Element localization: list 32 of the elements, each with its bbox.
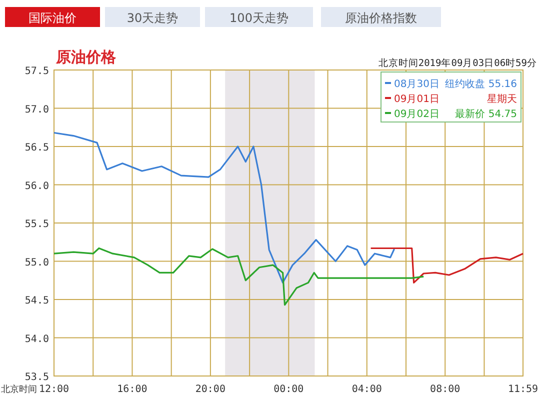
annotation: 纽约收盘 55.16 <box>445 78 517 90</box>
chart-title: 原油价格 <box>55 48 117 66</box>
x-tick-label: 12:00 <box>38 384 70 395</box>
annotation: 最新价 54.75 <box>455 108 517 120</box>
line-series <box>53 247 424 306</box>
legend-label: 09月02日 <box>394 109 440 120</box>
tab-button: 30天走势 <box>105 7 200 27</box>
x-tick-label: 11:59 <box>508 384 538 395</box>
tab-button: 国际油价 <box>5 7 100 27</box>
annotation: 星期天 <box>487 93 517 105</box>
line-series <box>370 247 524 284</box>
tab-button: 100天走势 <box>205 7 313 27</box>
y-tick-label: 55.5 <box>24 219 49 230</box>
y-tick-label: 56.0 <box>24 180 49 192</box>
y-tick-label: 54.0 <box>24 334 49 345</box>
chart-subtitle: 北京时间2019年09月03日06时59分 <box>378 57 537 69</box>
y-tick-label: 56.5 <box>24 142 49 154</box>
x-tick-label: 16:00 <box>117 384 148 395</box>
legend-label: 08月30日 <box>394 79 440 90</box>
x-tick-label: 04:00 <box>352 384 382 395</box>
y-tick-label: 57.5 <box>24 66 49 77</box>
x-tick-label: 00:00 <box>274 384 304 395</box>
x-axis-title: 北京时间 <box>1 384 37 395</box>
legend-label: 09月01日 <box>394 94 440 105</box>
x-tick-label: 08:00 <box>430 384 460 395</box>
y-tick-label: 54.5 <box>24 296 49 306</box>
tab-button: 原油价格指数 <box>321 7 441 27</box>
y-tick-label: 53.5 <box>24 372 49 383</box>
y-tick-label: 57.0 <box>24 104 49 116</box>
y-tick-label: 55.0 <box>24 257 49 268</box>
line-series <box>53 132 396 284</box>
x-tick-label: 20:00 <box>195 384 226 395</box>
